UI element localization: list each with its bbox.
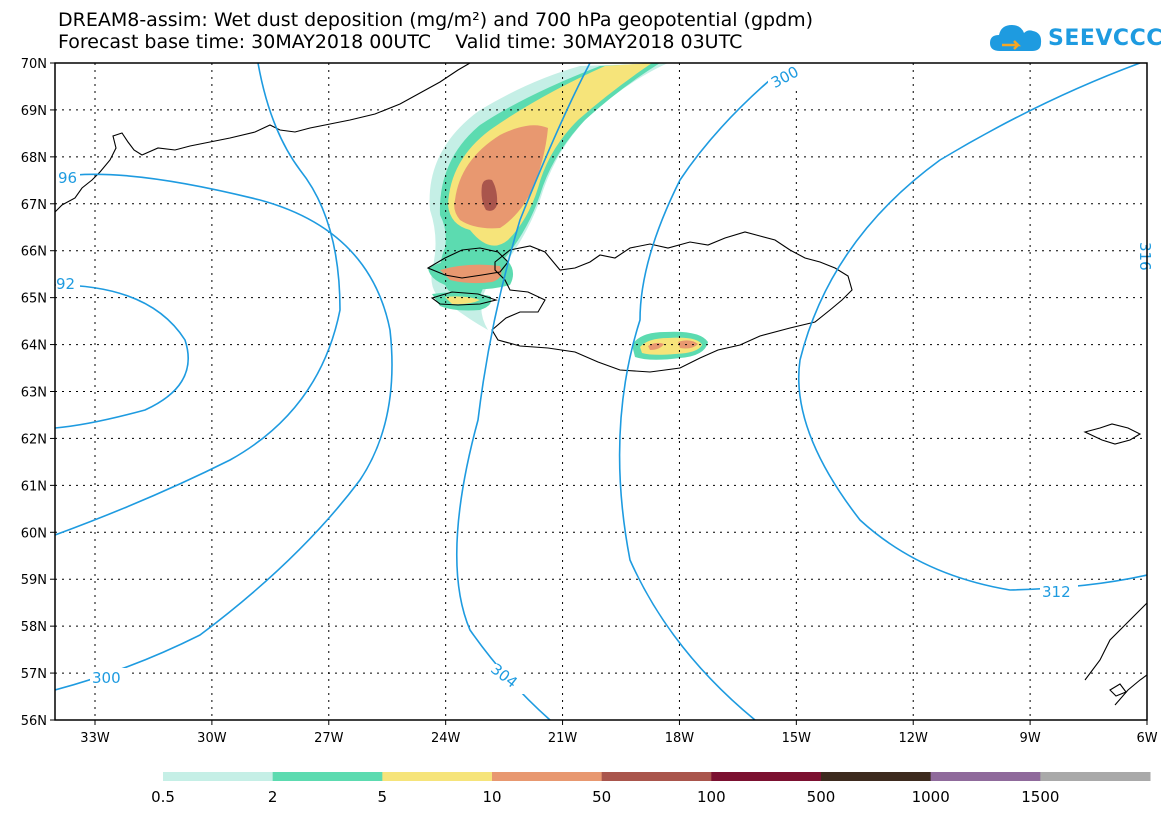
seevccc-logo: SEEVCCC: [988, 18, 1163, 58]
contour-312: [797, 63, 1147, 591]
colorbar-swatch: [272, 772, 383, 781]
lat-label: 63N: [21, 386, 47, 401]
contour-304: [456, 63, 591, 720]
cloud-icon: [990, 25, 1042, 51]
contour-label-316: 316: [1136, 242, 1154, 271]
colorbar-label: 1500: [1021, 788, 1059, 806]
greenland-coast: [55, 63, 471, 213]
graticule: [55, 63, 1147, 720]
colorbar-swatch: [711, 772, 822, 781]
colorbar-swatch: [1040, 772, 1151, 781]
colorbar-swatch: [382, 772, 493, 781]
colorbar-swatch: [163, 772, 274, 781]
lat-label: 62N: [21, 432, 47, 447]
lon-label: 9W: [1020, 731, 1041, 746]
scotland-coast: [1084, 602, 1147, 706]
lat-label: 69N: [21, 104, 47, 119]
lat-label: 58N: [21, 620, 47, 635]
contour-308: [618, 63, 791, 720]
lon-label: 21W: [548, 731, 578, 746]
colorbar-swatch: [492, 772, 603, 781]
contour-label-300: 300: [92, 669, 121, 687]
latitude-labels: 70N 69N 68N 67N 66N 65N 64N 63N 62N 61N 60N 59N 58N 5…: [21, 57, 47, 729]
lon-label: 6W: [1136, 731, 1157, 746]
lat-label: 59N: [21, 573, 47, 588]
longitude-labels: 33W 30W 27W 24W 21W 18W 15W 12W 9W 6W: [80, 731, 1157, 746]
colorbar-label: 2: [268, 788, 278, 806]
contour-inner: [55, 63, 341, 536]
colorbar-label: 1000: [912, 788, 950, 806]
lat-label: 56N: [21, 714, 47, 729]
dust-plume-50: [481, 179, 498, 211]
lat-label: 67N: [21, 198, 47, 213]
logo-text: SEEVCCC: [1048, 25, 1163, 51]
lat-label: 61N: [21, 479, 47, 494]
lon-label: 24W: [431, 731, 461, 746]
contour-label-96: 96: [58, 169, 77, 187]
dust-deposition-shading: [428, 63, 708, 360]
colorbar-label: 100: [697, 788, 726, 806]
colorbar-label: 5: [378, 788, 388, 806]
axis-ticks: [50, 62, 1148, 725]
faroe-islands: [1083, 423, 1142, 445]
lat-label: 68N: [21, 151, 47, 166]
lat-label: 60N: [21, 526, 47, 541]
colorbar-legend: 0.5 2 5 10 50 100 500 1000 1500: [151, 772, 1151, 806]
lat-label: 57N: [21, 667, 47, 682]
map-title: DREAM8-assim: Wet dust deposition (mg/m²…: [58, 9, 814, 31]
colorbar-swatch: [601, 772, 712, 781]
colorbar-swatch: [930, 772, 1041, 781]
contour-296: [55, 173, 393, 691]
colorbar-label: 10: [482, 788, 501, 806]
colorbar-swatch: [821, 772, 932, 781]
lon-label: 30W: [197, 731, 227, 746]
dust-plume-10: [454, 125, 548, 229]
contour-label-92: 92: [56, 275, 75, 293]
lon-label: 27W: [314, 731, 344, 746]
lon-label: 12W: [899, 731, 929, 746]
colorbar-label: 50: [592, 788, 611, 806]
geopotential-contours: [55, 63, 1147, 720]
lon-label: 18W: [665, 731, 695, 746]
coastlines: [55, 63, 1147, 706]
lon-label: 15W: [782, 731, 812, 746]
map-subtitle: Forecast base time: 30MAY2018 00UTC Vali…: [58, 31, 743, 53]
colorbar-label: 0.5: [151, 788, 175, 806]
lat-label: 66N: [21, 245, 47, 260]
contour-292: [55, 284, 189, 429]
lon-label: 33W: [80, 731, 110, 746]
lat-label: 64N: [21, 339, 47, 354]
colorbar-label: 500: [807, 788, 836, 806]
lat-label: 65N: [21, 292, 47, 307]
iceland-coast: [491, 231, 853, 373]
lat-label: 70N: [21, 57, 47, 72]
contour-labels: 96 92 300 304 300 312 316: [56, 63, 1154, 694]
contour-label-312: 312: [1042, 583, 1071, 601]
